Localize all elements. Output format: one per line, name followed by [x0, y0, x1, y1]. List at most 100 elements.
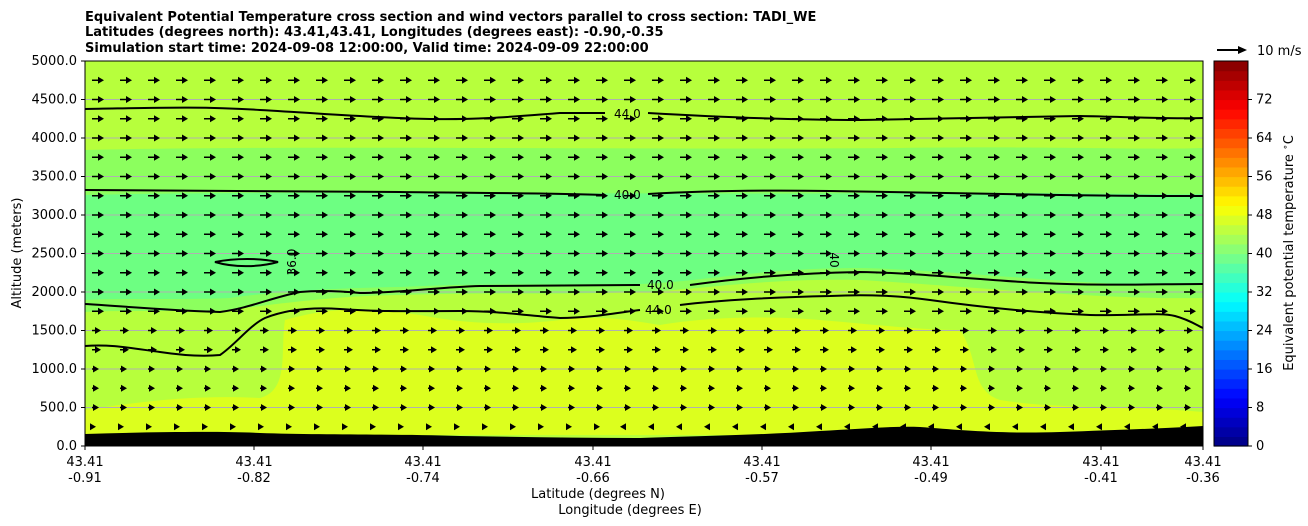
wind-vector-head: [126, 76, 132, 84]
colorbar-tick-label: 0: [1256, 439, 1264, 454]
colorbar-segment: [1214, 436, 1248, 447]
wind-vector-head: [1022, 76, 1028, 84]
wind-vector-head: [1134, 76, 1140, 84]
wind-vector-head: [182, 115, 188, 123]
wind-vector-head: [286, 423, 292, 431]
wind-vector-head: [910, 211, 916, 219]
colorbar-tick-label: 56: [1256, 170, 1273, 185]
wind-vector-head: [98, 153, 104, 161]
wind-vector-head: [207, 327, 213, 334]
wind-vector-head: [205, 384, 211, 392]
wind-vector-head: [1040, 423, 1046, 431]
wind-vector-head: [322, 153, 328, 161]
wind-vector-head: [182, 153, 188, 161]
wind-vector-head: [966, 211, 972, 219]
wind-vector-head: [291, 327, 297, 334]
wind-vector-head: [658, 96, 664, 103]
wind-vector-head: [1162, 250, 1168, 257]
wind-vector-head: [630, 173, 636, 180]
wind-vector-head: [1187, 346, 1193, 354]
wind-vector-head: [742, 134, 748, 142]
colorbar-segment: [1214, 359, 1248, 370]
colorbar-segment: [1214, 426, 1248, 437]
wind-vector-head: [319, 346, 325, 354]
wind-vector-head: [714, 211, 720, 219]
wind-vector-head: [322, 173, 328, 180]
wind-vector-head: [1103, 346, 1109, 354]
wind-vector-head: [826, 153, 832, 161]
wind-vector-head: [966, 250, 972, 257]
wind-vector-head: [490, 250, 496, 257]
wind-vector-head: [1187, 327, 1193, 334]
wind-vector-head: [345, 384, 351, 392]
wind-vector-head: [714, 173, 720, 180]
wind-vector-head: [154, 230, 160, 238]
wind-vector-head: [350, 115, 356, 123]
wind-vector-head: [546, 173, 552, 180]
colorbar-segment: [1214, 397, 1248, 409]
wind-vector-head: [994, 269, 1000, 277]
wind-vector-head: [233, 384, 239, 392]
colorbar-tick-label: 8: [1256, 401, 1264, 416]
wind-vector-head: [994, 307, 1000, 315]
wind-vector-head: [154, 288, 160, 296]
wind-vector-head: [770, 211, 776, 219]
wind-vector-head: [658, 153, 664, 161]
wind-vector-head: [1106, 173, 1112, 180]
wind-vector-head: [154, 96, 160, 103]
colorbar-segment: [1214, 272, 1248, 283]
x-axis-label-longitude: Longitude (degrees E): [558, 503, 702, 518]
wind-vector-head: [518, 134, 524, 142]
wind-vector-head: [686, 211, 692, 219]
x-tick-label-lat: 43.41: [66, 455, 103, 470]
wind-vector-head: [1047, 346, 1053, 354]
wind-vector-head: [98, 192, 104, 200]
wind-vector-head: [266, 76, 272, 84]
wind-vector-head: [238, 96, 244, 103]
wind-vector-head: [266, 192, 272, 200]
wind-vector-head: [956, 423, 962, 431]
colorbar-segment: [1214, 138, 1248, 149]
wind-vector-head: [515, 327, 521, 334]
wind-vector-head: [261, 384, 267, 392]
wind-vector-head: [1045, 365, 1051, 373]
wind-vector-head: [1096, 423, 1102, 431]
wind-vector-head: [574, 134, 580, 142]
wind-vector-head: [854, 250, 860, 257]
wind-vector-head: [1185, 365, 1191, 373]
wind-vector-head: [518, 76, 524, 84]
wind-vector-head: [457, 404, 463, 411]
wind-vector-head: [546, 250, 552, 257]
wind-vector-head: [821, 404, 827, 411]
x-tick-label-lat: 43.41: [235, 455, 272, 470]
wind-vector-head: [655, 327, 661, 334]
wind-vector-head: [182, 250, 188, 257]
wind-vector-head: [406, 230, 412, 238]
wind-vector-head: [994, 134, 1000, 142]
wind-vectors: [90, 76, 1196, 431]
wind-vector-head: [154, 76, 160, 84]
wind-vector-head: [322, 307, 328, 315]
wind-vector-head: [683, 346, 689, 354]
y-tick-label: 500.0: [40, 401, 77, 416]
wind-vector-head: [882, 230, 888, 238]
wind-vector-head: [518, 96, 524, 103]
wind-vector-head: [574, 269, 580, 277]
wind-vector-head: [1050, 173, 1056, 180]
contour-label-44-upper: 44.0: [614, 107, 641, 121]
wind-vector-head: [658, 134, 664, 142]
x-tick-label-lon: -0.91: [68, 471, 102, 486]
wind-vector-head: [877, 404, 883, 411]
wind-vector-head: [266, 115, 272, 123]
wind-vector-head: [1134, 230, 1140, 238]
wind-vector-head: [210, 134, 216, 142]
wind-vector-head: [1106, 134, 1112, 142]
wind-vector-head: [518, 173, 524, 180]
wind-vector-head: [457, 384, 463, 392]
colorbar: 0 8 16 24 32 40 48 56 64 72: [1213, 60, 1273, 454]
wind-vector-head: [487, 327, 493, 334]
wind-vector-head: [182, 173, 188, 180]
wind-vector-head: [1019, 327, 1025, 334]
colorbar-segment: [1214, 224, 1248, 235]
wind-vector-head: [630, 230, 636, 238]
